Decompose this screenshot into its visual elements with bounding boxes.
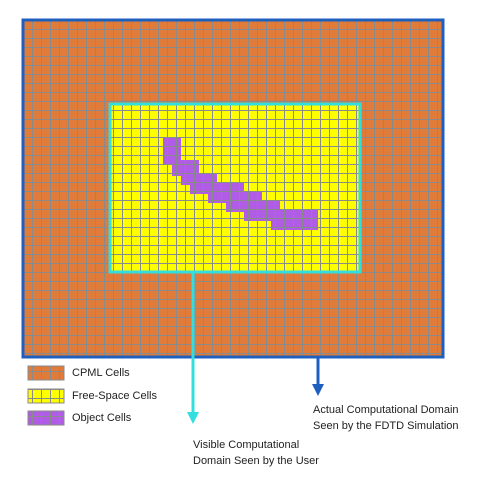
legend-swatch-cpml [27, 365, 65, 381]
annotation: Visible Computational [193, 439, 299, 451]
visible-arrow-head [187, 412, 199, 424]
actual-arrow-head [312, 384, 324, 396]
legend-swatch-free-space [27, 388, 65, 404]
annotation: Actual Computational Domain [313, 404, 459, 416]
object-region [163, 137, 318, 230]
legend-label: Free-Space Cells [72, 390, 157, 402]
legend-label: Object Cells [72, 412, 132, 424]
annotation: Seen by the FDTD Simulation [313, 420, 459, 432]
legend-label: CPML Cells [72, 367, 130, 379]
legend-swatch-object [27, 410, 65, 426]
annotation: Domain Seen by the User [193, 455, 319, 467]
